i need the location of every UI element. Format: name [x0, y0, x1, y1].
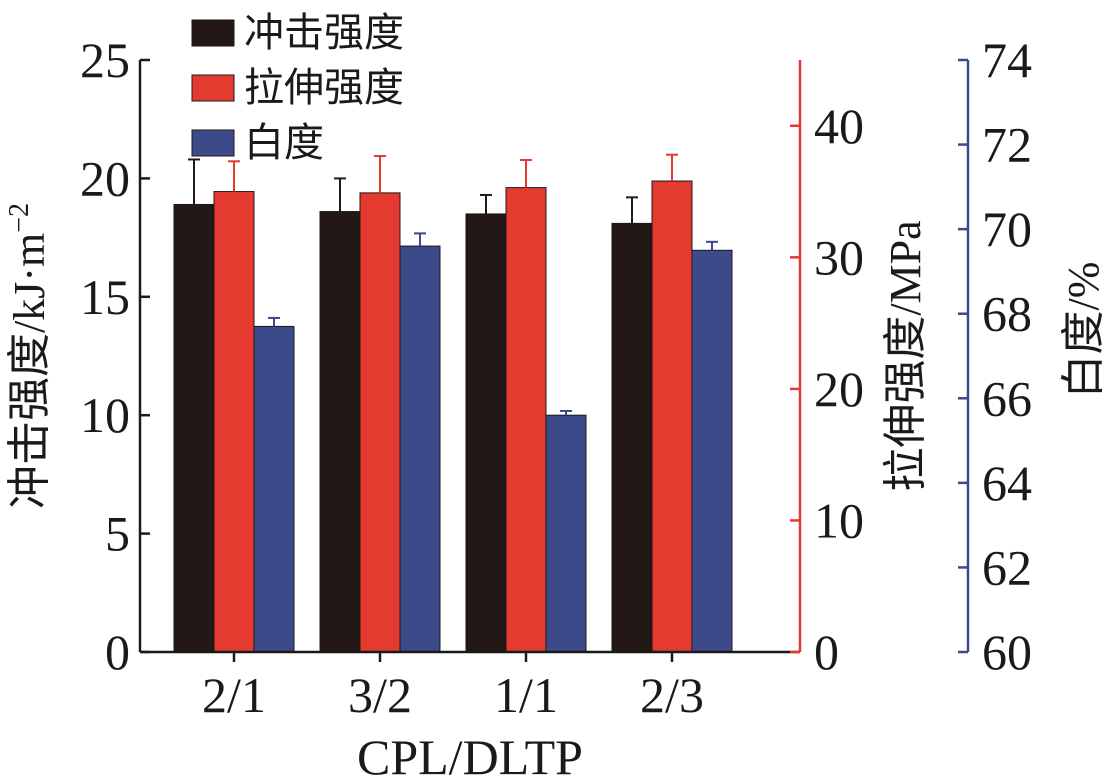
left-axis-tick-label: 10 [80, 387, 130, 443]
right1-axis-title: 拉伸强度/MPa [881, 220, 930, 491]
left-axis-title-sup: −2 [4, 203, 35, 233]
right2-axis-tick-label: 72 [982, 117, 1032, 173]
left-axis-tick-label: 20 [80, 150, 130, 206]
axis-labels: CPL/DLTP 冲击强度/kJ·m−2 拉伸强度/MPa 白度/% [4, 203, 1108, 776]
right2-axis-tick-label: 66 [982, 370, 1032, 426]
bar-拉伸强度-2/1 [213, 191, 255, 653]
right2-axis-tick-label: 74 [982, 32, 1032, 88]
bar-冲击强度-2/1 [173, 203, 215, 653]
legend-label-冲击强度: 冲击强度 [244, 10, 404, 55]
right1-axis-tick-label: 40 [814, 98, 864, 154]
bar-白度-3/2 [399, 245, 441, 653]
legend-label-拉伸强度: 拉伸强度 [244, 65, 404, 110]
legend-swatch-冲击强度 [191, 19, 235, 47]
bar-冲击强度-3/2 [319, 211, 361, 653]
legend-label-白度: 白度 [244, 120, 324, 165]
legend-swatch-拉伸强度 [191, 74, 235, 102]
right1-axis-tick-label: 20 [814, 361, 864, 417]
bars-layer [173, 180, 733, 653]
left-axis-tick-label: 25 [80, 32, 130, 88]
x-axis-tick-label: 2/1 [202, 667, 266, 723]
x-axis-tick-label: 1/1 [494, 667, 558, 723]
left-axis-title-main: 冲击强度/kJ·m [5, 233, 54, 509]
right2-axis-tick-label: 62 [982, 539, 1032, 595]
axes-layer: 0 5 10 15 20 25 2/1 3/2 1/1 2/3 0 10 20 30 40 60 62 64 66 6… [80, 32, 1032, 723]
bar-白度-1/1 [545, 414, 587, 653]
right1-axis-tick-label: 10 [814, 492, 864, 548]
right2-axis-tick-label: 68 [982, 286, 1032, 342]
bar-冲击强度-2/3 [611, 222, 653, 653]
legend-swatch-白度 [191, 129, 235, 157]
right2-axis-tick-label: 70 [982, 201, 1032, 257]
bar-拉伸强度-3/2 [359, 192, 401, 653]
right2-axis-tick-label: 60 [982, 624, 1032, 680]
right2-axis-title: 白度/% [1059, 262, 1108, 399]
bar-拉伸强度-1/1 [505, 187, 547, 653]
right2-axis-tick-label: 64 [982, 455, 1032, 511]
left-axis-tick-label: 0 [105, 624, 130, 680]
right1-axis-tick-label: 0 [814, 624, 839, 680]
right1-axis-tick-label: 30 [814, 229, 864, 285]
bar-冲击强度-1/1 [465, 213, 507, 653]
left-axis-tick-label: 5 [105, 506, 130, 562]
x-axis-tick-label: 2/3 [640, 667, 704, 723]
x-axis-tick-label: 3/2 [348, 667, 412, 723]
x-axis-title: CPL/DLTP [357, 729, 583, 776]
bar-白度-2/3 [691, 249, 733, 653]
bar-白度-2/1 [253, 325, 295, 653]
bar-拉伸强度-2/3 [651, 180, 693, 653]
left-axis-tick-label: 15 [80, 269, 130, 325]
left-axis-title: 冲击强度/kJ·m−2 [4, 203, 54, 509]
error-bars-layer [188, 153, 718, 416]
